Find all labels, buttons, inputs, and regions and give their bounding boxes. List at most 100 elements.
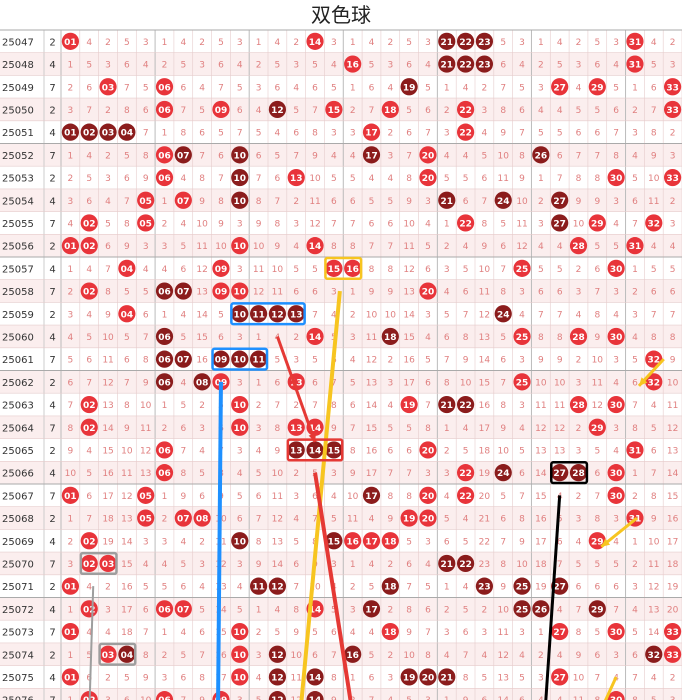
omission-value: 5 [387, 197, 393, 207]
drawn-ball [588, 78, 606, 96]
omission-value: 16 [479, 401, 491, 411]
omission-value: 9 [199, 197, 205, 207]
ball-number: 19 [403, 673, 416, 683]
drawn-ball [344, 532, 362, 550]
omission-value: 15 [366, 424, 377, 434]
ball-number: 04 [121, 129, 134, 139]
omission-value: 1 [68, 696, 74, 700]
omission-value: 4 [86, 583, 92, 593]
omission-value: 7 [68, 401, 74, 411]
ball-number: 07 [177, 197, 190, 207]
omission-value: 5 [68, 356, 74, 366]
omission-value: 5 [162, 583, 168, 593]
omission-value: 8 [594, 515, 600, 525]
drawn-ball [588, 600, 606, 618]
ball-number: 30 [610, 628, 623, 638]
omission-value: 3 [237, 265, 243, 275]
omission-value: 5 [256, 696, 262, 700]
omission-value: 11 [667, 401, 678, 411]
drawn-ball [438, 32, 456, 50]
omission-value: 3 [425, 310, 431, 320]
omission-value: 3 [237, 560, 243, 570]
drawn-ball [137, 509, 155, 527]
omission-value: 2 [293, 469, 299, 479]
omission-value: 4 [350, 151, 356, 161]
omission-value: 6 [425, 106, 431, 116]
omission-value: 3 [237, 38, 243, 48]
omission-value: 6 [86, 83, 92, 93]
ball-number: 33 [666, 174, 679, 184]
omission-value: 11 [366, 333, 377, 343]
omission-value: 5 [124, 38, 130, 48]
drawn-ball [588, 418, 606, 436]
ball-number: 20 [422, 151, 435, 161]
drawn-ball [231, 395, 249, 414]
omission-value: 6 [557, 537, 563, 547]
omission-value: 1 [68, 515, 74, 525]
omission-value: 1 [162, 38, 168, 48]
omission-value: 6 [331, 628, 337, 638]
omission-value: 4 [293, 242, 299, 252]
omission-value: 10 [253, 242, 265, 252]
omission-value: 1 [162, 129, 168, 139]
omission-value: 8 [538, 333, 544, 343]
omission-value: 4 [256, 446, 262, 456]
omission-value: 4 [237, 61, 243, 71]
omission-value: 3 [576, 61, 582, 71]
omission-value: 10 [102, 333, 114, 343]
omission-value: 4 [143, 61, 149, 71]
omission-value: 12 [403, 265, 414, 275]
ball-number: 06 [158, 174, 171, 184]
omission-value: 6 [387, 219, 393, 229]
omission-value: 6 [199, 492, 205, 502]
omission-value: 4 [180, 628, 186, 638]
omission-value: 7 [651, 106, 657, 116]
ball-count: 2 [49, 242, 55, 253]
omission-value: 4 [387, 174, 393, 184]
ball-number: 07 [177, 605, 190, 615]
row-background [0, 642, 682, 666]
omission-value: 4 [199, 583, 205, 593]
omission-value: 9 [218, 219, 224, 229]
drawn-ball [80, 532, 98, 550]
omission-value: 2 [105, 673, 111, 683]
omission-value: 10 [516, 197, 528, 207]
ball-number: 18 [384, 537, 397, 547]
ball-number: 10 [234, 288, 247, 298]
omission-value: 5 [218, 38, 224, 48]
omission-value: 4 [86, 265, 92, 275]
omission-value: 4 [651, 38, 657, 48]
omission-value: 4 [369, 38, 375, 48]
drawn-ball [381, 577, 399, 595]
drawn-ball [155, 146, 174, 164]
omission-value: 1 [162, 197, 168, 207]
omission-value: 4 [557, 605, 563, 615]
ball-number: 05 [139, 197, 152, 207]
drawn-ball [663, 78, 682, 96]
omission-value: 6 [500, 515, 506, 525]
drawn-ball [438, 191, 456, 209]
omission-value: 1 [256, 333, 262, 343]
ball-number: 02 [83, 424, 96, 434]
omission-value: 3 [482, 106, 488, 116]
omission-value: 12 [309, 219, 320, 229]
omission-value: 3 [331, 469, 337, 479]
omission-value: 5 [124, 673, 130, 683]
ball-number: 12 [271, 106, 284, 116]
ball-number: 06 [158, 469, 171, 479]
ball-number: 04 [121, 265, 134, 275]
ball-count: 4 [49, 60, 55, 71]
issue-number: 25049 [2, 83, 34, 94]
omission-value: 6 [86, 356, 92, 366]
drawn-ball [344, 645, 362, 663]
omission-value: 4 [180, 219, 186, 229]
drawn-ball [287, 305, 305, 323]
omission-value: 10 [366, 310, 378, 320]
omission-value: 5 [613, 242, 619, 252]
drawn-ball [607, 395, 625, 414]
omission-value: 1 [444, 83, 450, 93]
omission-value: 2 [256, 401, 262, 411]
omission-value: 8 [275, 424, 281, 434]
drawn-ball [456, 486, 475, 504]
omission-value: 7 [519, 492, 525, 502]
